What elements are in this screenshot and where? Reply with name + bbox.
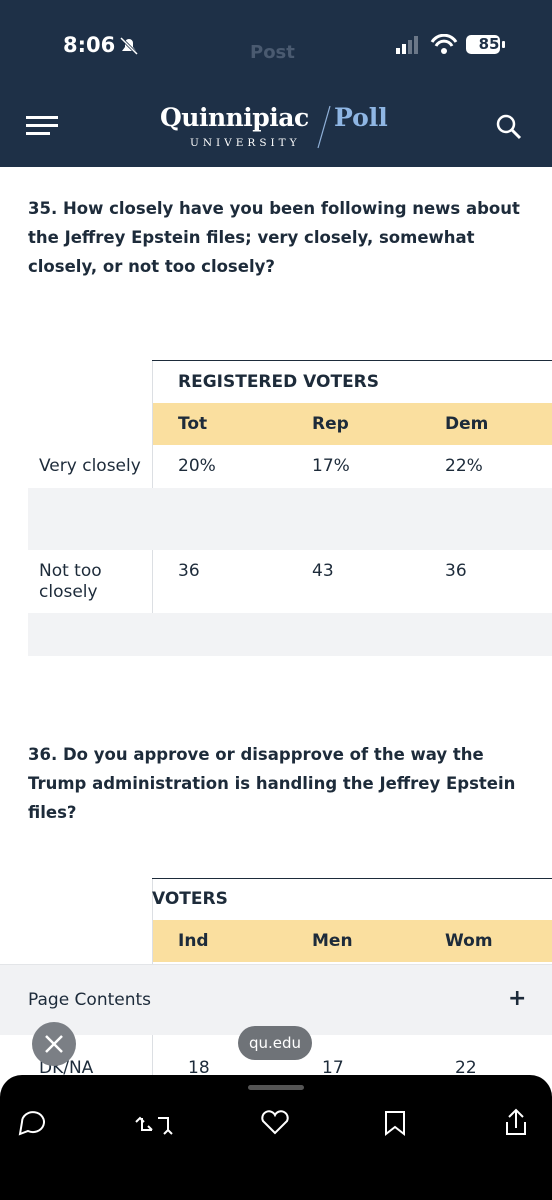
page-contents-toggle[interactable]: + xyxy=(508,986,527,1011)
status-icons xyxy=(396,34,505,54)
reply-icon[interactable] xyxy=(18,1111,45,1136)
column-header: Dem xyxy=(445,414,489,434)
page-contents-label[interactable]: Page Contents xyxy=(28,990,152,1010)
cell-value: 17% xyxy=(312,456,350,476)
cell-value: 20% xyxy=(178,456,216,476)
url-pill[interactable]: qu.edu xyxy=(238,1026,312,1060)
bookmark-icon[interactable] xyxy=(385,1111,405,1137)
like-icon[interactable] xyxy=(261,1110,289,1135)
row-band xyxy=(28,613,552,656)
close-button[interactable] xyxy=(32,1022,76,1066)
divider xyxy=(317,105,331,149)
column-header: Rep xyxy=(312,414,349,434)
top-bar xyxy=(0,0,552,167)
poll-label: Poll xyxy=(334,103,388,132)
cell-value: 22 xyxy=(455,1058,477,1078)
repost-icon[interactable] xyxy=(135,1116,173,1135)
row-label: Very closely xyxy=(39,456,141,476)
bell-muted xyxy=(119,36,139,56)
cell-value: 17 xyxy=(322,1058,344,1078)
column-header-band xyxy=(153,920,552,962)
cell-value: 36 xyxy=(178,561,200,581)
cell-value: 43 xyxy=(312,561,334,581)
table-group: VOTERS xyxy=(152,889,228,909)
cell-value: 18 xyxy=(188,1058,210,1078)
search-button[interactable] xyxy=(494,112,524,142)
page-contents-bar[interactable] xyxy=(0,964,552,1035)
brand-sub: UNIVERSITY xyxy=(190,137,301,149)
cell-value: 36 xyxy=(445,561,467,581)
battery-level: 85 xyxy=(478,35,500,53)
cell-value: 22% xyxy=(445,456,483,476)
column-header: Men xyxy=(312,931,353,951)
column-header: Tot xyxy=(178,414,208,434)
table-rule xyxy=(152,878,552,879)
column-header: Ind xyxy=(178,931,209,951)
brand: Quinnipiac xyxy=(160,103,309,132)
table-group: REGISTERED VOTERS xyxy=(178,372,380,392)
row-label: Not too closely xyxy=(39,561,102,602)
faded-page-title: Post xyxy=(250,42,295,63)
column-header-band xyxy=(153,403,552,445)
menu-button[interactable] xyxy=(26,114,60,138)
toolbar-icons xyxy=(18,1108,526,1137)
column-header: Wom xyxy=(445,931,493,951)
handle xyxy=(248,1085,304,1090)
share-icon[interactable] xyxy=(506,1108,526,1135)
bottom-toolbar xyxy=(0,1075,552,1200)
clock: 8:06 xyxy=(63,33,116,57)
question: 36. Do you approve or disapprove of the … xyxy=(28,745,516,822)
row-band xyxy=(28,488,552,550)
question: 35. How closely have you been following … xyxy=(28,199,520,276)
table-rule xyxy=(152,360,552,361)
